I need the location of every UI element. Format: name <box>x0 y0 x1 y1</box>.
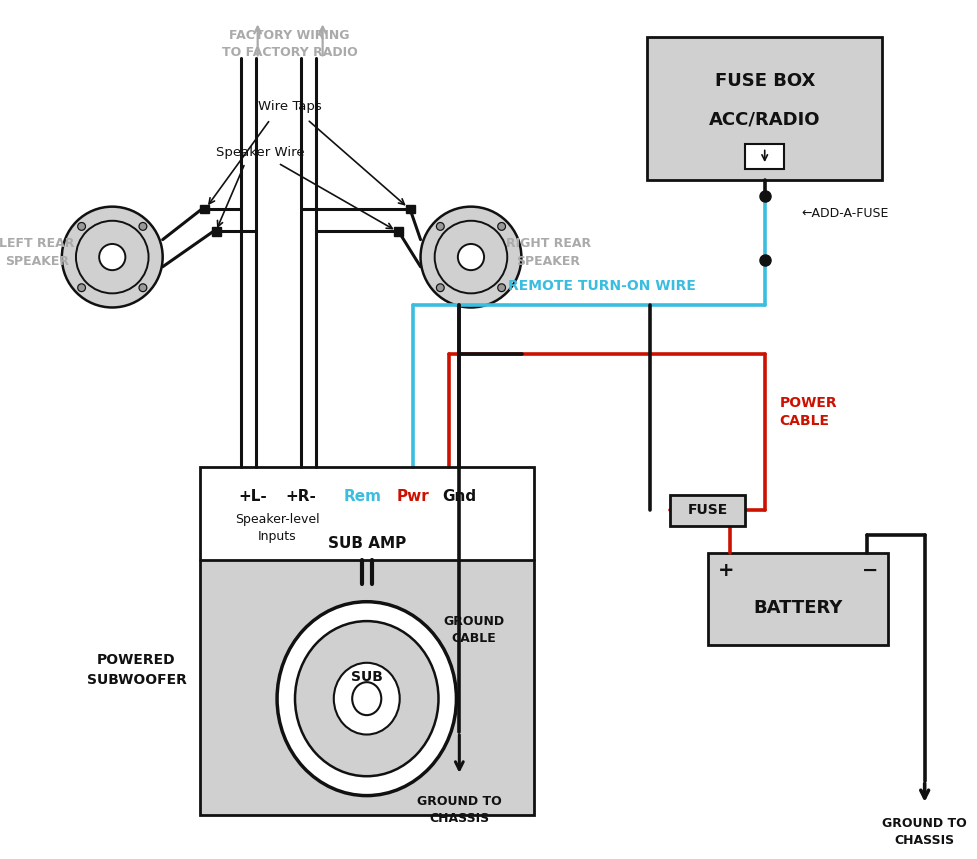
Circle shape <box>420 207 521 308</box>
Circle shape <box>436 283 444 291</box>
Circle shape <box>139 283 147 291</box>
Text: SUB: SUB <box>351 670 382 685</box>
Circle shape <box>77 283 85 291</box>
Ellipse shape <box>276 601 456 795</box>
Bar <box>744 143 784 169</box>
Bar <box>707 552 887 645</box>
Text: FACTORY WIRING
TO FACTORY RADIO: FACTORY WIRING TO FACTORY RADIO <box>222 29 358 58</box>
Bar <box>669 495 744 526</box>
Circle shape <box>497 283 505 291</box>
Bar <box>394 227 403 235</box>
Bar <box>199 467 533 814</box>
Text: Speaker Wire: Speaker Wire <box>216 146 305 159</box>
Text: SUB AMP: SUB AMP <box>327 535 405 551</box>
Text: POWER
CABLE: POWER CABLE <box>779 396 836 429</box>
Text: ←ADD-A-FUSE: ←ADD-A-FUSE <box>801 207 888 220</box>
Text: Wire Taps: Wire Taps <box>258 101 321 113</box>
Circle shape <box>497 222 505 230</box>
Text: Rem: Rem <box>343 489 381 504</box>
Bar <box>199 467 533 559</box>
Text: Gnd: Gnd <box>442 489 476 504</box>
Text: +L-: +L- <box>238 489 267 504</box>
Text: FUSE BOX: FUSE BOX <box>714 71 814 89</box>
Text: BATTERY: BATTERY <box>752 600 842 618</box>
Circle shape <box>139 222 147 230</box>
Text: REMOTE TURN-ON WIRE: REMOTE TURN-ON WIRE <box>507 279 695 293</box>
Text: +R-: +R- <box>285 489 317 504</box>
Circle shape <box>457 244 484 271</box>
Text: +: + <box>717 561 734 580</box>
Text: GROUND TO
CHASSIS: GROUND TO CHASSIS <box>881 817 966 847</box>
Bar <box>212 227 221 235</box>
Text: GROUND TO
CHASSIS: GROUND TO CHASSIS <box>416 795 501 825</box>
Text: POWERED
SUBWOOFER: POWERED SUBWOOFER <box>87 654 187 687</box>
Text: Speaker-level
Inputs: Speaker-level Inputs <box>234 513 319 543</box>
Bar <box>199 559 533 814</box>
Circle shape <box>99 244 125 271</box>
Text: RIGHT REAR
SPEAKER: RIGHT REAR SPEAKER <box>505 237 590 268</box>
Bar <box>405 204 414 213</box>
Text: FUSE: FUSE <box>687 503 727 517</box>
Text: ACC/RADIO: ACC/RADIO <box>708 111 820 128</box>
Circle shape <box>62 207 162 308</box>
Text: −: − <box>862 561 877 580</box>
Ellipse shape <box>295 621 438 777</box>
Text: Pwr: Pwr <box>396 489 429 504</box>
Ellipse shape <box>352 682 381 716</box>
Bar <box>200 204 209 213</box>
Text: GROUND
CABLE: GROUND CABLE <box>443 615 504 645</box>
Bar <box>647 37 881 180</box>
Circle shape <box>77 222 85 230</box>
Ellipse shape <box>333 663 400 734</box>
Text: LEFT REAR
SPEAKER: LEFT REAR SPEAKER <box>0 237 74 268</box>
Circle shape <box>436 222 444 230</box>
